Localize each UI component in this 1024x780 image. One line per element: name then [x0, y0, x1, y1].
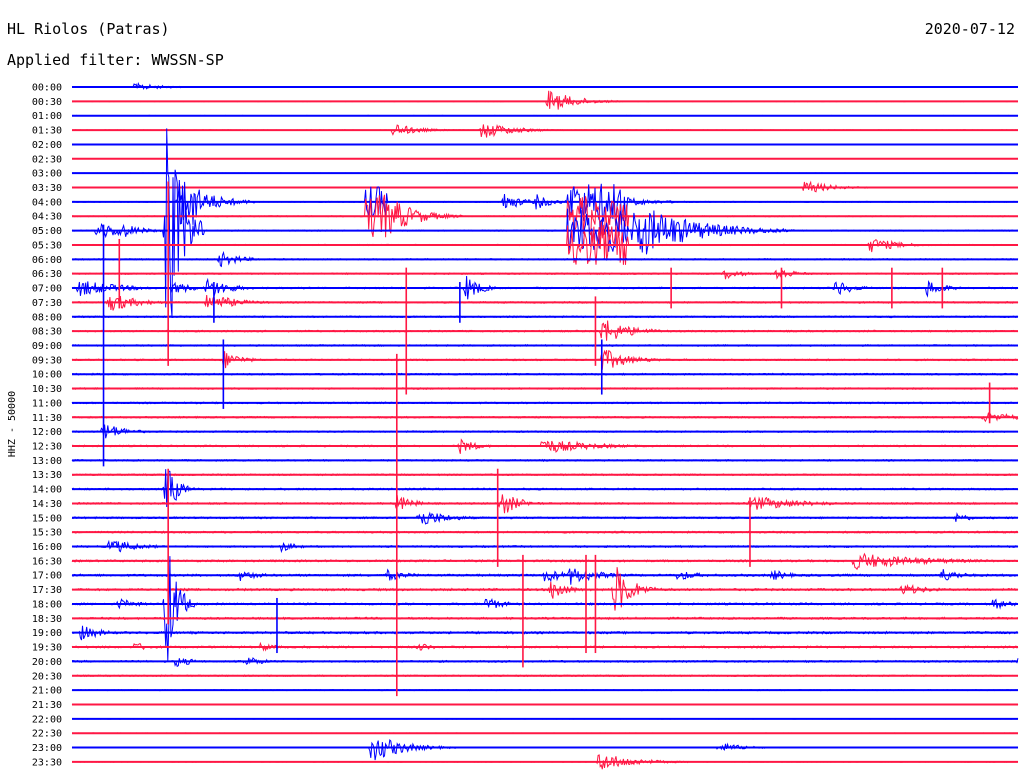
time-tick-label: 08:30 — [32, 327, 62, 338]
time-tick-label: 21:30 — [32, 700, 62, 711]
time-tick-label: 20:30 — [32, 671, 62, 682]
time-tick-label: 15:30 — [32, 528, 62, 539]
time-tick-label: 00:30 — [32, 97, 62, 108]
time-tick-label: 01:30 — [32, 126, 62, 137]
time-tick-label: 20:00 — [32, 657, 62, 668]
time-tick-label: 05:30 — [32, 240, 62, 251]
time-tick-label: 19:30 — [32, 643, 62, 654]
time-tick-label: 13:00 — [32, 456, 62, 467]
time-tick-label: 08:00 — [32, 312, 62, 323]
trace-group — [71, 81, 1019, 770]
time-tick-label: 16:00 — [32, 542, 62, 553]
filter-label: Applied filter: WWSSN-SP — [7, 51, 224, 69]
time-tick-label: 17:00 — [32, 571, 62, 582]
time-tick-label: 03:30 — [32, 183, 62, 194]
record-date: 2020-07-12 — [924, 20, 1015, 38]
time-tick-label: 11:30 — [32, 413, 62, 424]
time-tick-label: 04:00 — [32, 197, 62, 208]
trace-line — [71, 738, 1019, 761]
time-tick-label: 14:30 — [32, 499, 62, 510]
trace-line — [71, 568, 1019, 585]
time-tick-label: 02:30 — [32, 154, 62, 165]
time-tick-label: 01:00 — [32, 111, 62, 122]
time-tick-label: 09:30 — [32, 355, 62, 366]
y-axis-label: HHZ - 50000 — [7, 391, 18, 457]
time-tick-label: 19:00 — [32, 628, 62, 639]
time-tick-label: 23:30 — [32, 757, 62, 768]
time-tick-labels: 00:00 00:30 01:00 01:30 02:00 02:30 03:00 03:30… — [32, 83, 62, 769]
time-tick-label: 14:00 — [32, 485, 62, 496]
time-tick-label: 21:00 — [32, 686, 62, 697]
time-tick-label: 04:30 — [32, 212, 62, 223]
time-tick-label: 05:00 — [32, 226, 62, 237]
trace-line — [72, 90, 1019, 110]
time-tick-label: 15:00 — [32, 513, 62, 524]
time-tick-label: 06:30 — [32, 269, 62, 280]
time-tick-label: 07:30 — [32, 298, 62, 309]
time-tick-label: 22:30 — [32, 729, 62, 740]
time-tick-label: 13:30 — [32, 470, 62, 481]
trace-line — [71, 556, 1019, 661]
time-tick-label: 16:30 — [32, 556, 62, 567]
time-tick-label: 00:00 — [32, 83, 62, 94]
time-tick-label: 22:00 — [32, 714, 62, 725]
station-title: HL Riolos (Patras) — [7, 20, 170, 38]
time-tick-label: 12:00 — [32, 427, 62, 438]
time-tick-label: 07:00 — [32, 284, 62, 295]
time-tick-label: 10:00 — [32, 370, 62, 381]
time-tick-label: 12:30 — [32, 442, 62, 453]
time-tick-label: 03:00 — [32, 169, 62, 180]
time-tick-label: 23:00 — [32, 743, 62, 754]
trace-line — [71, 269, 1019, 280]
time-tick-label: 06:00 — [32, 255, 62, 266]
time-tick-label: 17:30 — [32, 585, 62, 596]
time-tick-label: 18:30 — [32, 614, 62, 625]
time-tick-label: 10:30 — [32, 384, 62, 395]
time-tick-label: 11:00 — [32, 398, 62, 409]
time-tick-label: 09:00 — [32, 341, 62, 352]
time-tick-label: 18:00 — [32, 599, 62, 610]
time-tick-label: 02:00 — [32, 140, 62, 151]
